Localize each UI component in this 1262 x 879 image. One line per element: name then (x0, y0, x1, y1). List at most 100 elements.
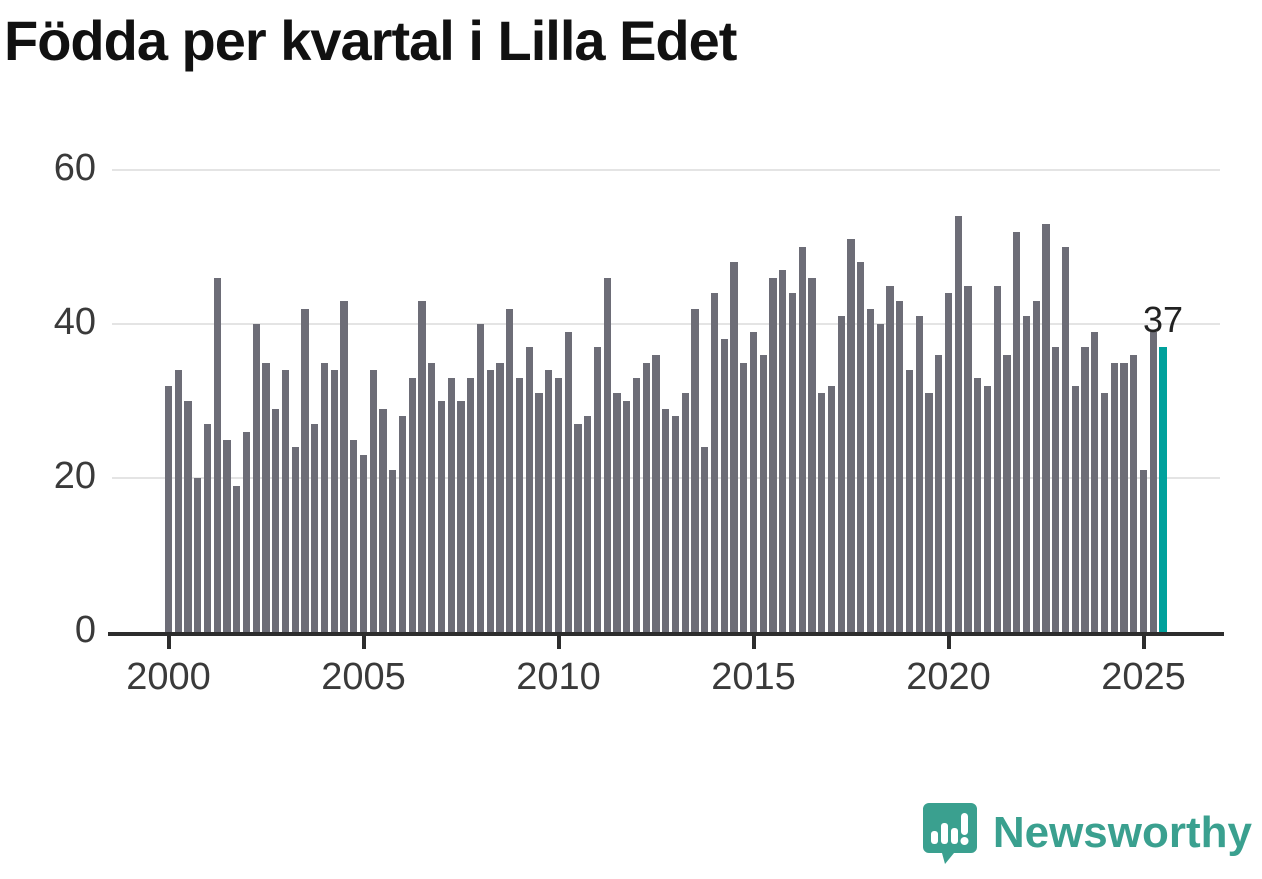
bar-2005Q3 (379, 408, 387, 632)
bar-2002Q4 (272, 408, 280, 632)
bar-2021Q2 (993, 285, 1001, 632)
bar-2019Q1 (905, 370, 914, 632)
bar-2000Q2 (174, 370, 182, 632)
bar-2025Q2 (1149, 331, 1157, 632)
bar-2000Q4 (194, 478, 202, 632)
bar-2006Q2 (408, 377, 416, 632)
bar-2022Q1 (1022, 316, 1031, 632)
bar-2020Q2 (954, 216, 962, 632)
bar-2009Q3 (535, 393, 543, 632)
bar-2015Q3 (769, 277, 777, 632)
bar-2008Q2 (486, 370, 494, 632)
bar-2001Q4 (233, 485, 241, 632)
bar-2013Q1 (671, 416, 680, 632)
bar-2018Q2 (876, 324, 884, 632)
gridline-40 (112, 323, 1220, 325)
bar-2013Q3 (691, 308, 699, 632)
bar-2013Q4 (701, 447, 709, 632)
bar-2023Q2 (1071, 385, 1079, 632)
bar-2019Q3 (925, 393, 933, 632)
bar-2011Q3 (613, 393, 621, 632)
bar-2001Q1 (203, 424, 212, 632)
bar-2016Q3 (808, 277, 816, 632)
bar-2010Q2 (564, 331, 572, 632)
bar-2007Q3 (457, 401, 465, 632)
y-tick-label-40: 40 (53, 301, 96, 343)
bar-2022Q4 (1052, 347, 1060, 632)
bar-2007Q2 (447, 377, 455, 632)
bar-2008Q4 (506, 308, 514, 632)
bar-2010Q3 (574, 424, 582, 632)
bar-2015Q4 (779, 270, 787, 632)
bar-2018Q4 (896, 300, 904, 632)
bar-2015Q2 (759, 354, 767, 632)
newsworthy-logo-text: Newsworthy (992, 808, 1252, 857)
bar-2011Q1 (593, 347, 602, 632)
bar-2019Q4 (935, 354, 943, 632)
bar-2021Q1 (983, 385, 992, 632)
chart-title: Födda per kvartal i Lilla Edet (4, 9, 737, 72)
bar-2006Q3 (418, 300, 426, 632)
bar-2004Q4 (350, 439, 358, 632)
x-tick-2000 (166, 636, 171, 649)
bar-2011Q4 (623, 401, 631, 632)
x-tick-label-2000: 2000 (126, 656, 211, 698)
y-tick-label-20: 20 (53, 455, 96, 497)
bar-2007Q4 (467, 377, 475, 632)
bar-2022Q3 (1042, 223, 1050, 632)
bar-2009Q1 (515, 377, 524, 632)
bar-2006Q4 (428, 362, 436, 632)
bar-2001Q3 (223, 439, 231, 632)
bar-2002Q2 (252, 324, 260, 632)
bar-2012Q4 (662, 408, 670, 632)
bar-2025Q3 (1159, 347, 1167, 632)
bar-2021Q4 (1013, 231, 1021, 632)
bar-2025Q1 (1139, 470, 1148, 632)
bar-2017Q3 (847, 239, 855, 632)
newsworthy-logo: Newsworthy (921, 801, 1252, 865)
bar-2009Q2 (525, 347, 533, 632)
bar-2017Q4 (857, 262, 865, 632)
bar-2024Q4 (1130, 354, 1138, 632)
bar-2008Q3 (496, 362, 504, 632)
gridline-60 (112, 169, 1220, 171)
bar-2018Q3 (886, 285, 894, 632)
x-tick-label-2005: 2005 (321, 656, 406, 698)
bar-2009Q4 (545, 370, 553, 632)
highlight-value-label: 37 (1142, 299, 1184, 341)
bar-2023Q3 (1081, 347, 1089, 632)
y-tick-label-0: 0 (74, 609, 96, 651)
bar-2014Q3 (730, 262, 738, 632)
bar-2019Q2 (915, 316, 923, 632)
x-tick-2020 (946, 636, 951, 649)
bar-2011Q2 (603, 277, 611, 632)
bar-2008Q1 (476, 324, 485, 632)
bar-2003Q2 (291, 447, 299, 632)
bar-2010Q1 (554, 377, 563, 632)
bar-2016Q2 (798, 247, 806, 632)
bar-2022Q2 (1032, 300, 1040, 632)
bar-2001Q2 (213, 277, 221, 632)
bar-2005Q2 (369, 370, 377, 632)
bar-2005Q4 (389, 470, 397, 632)
bar-2024Q3 (1120, 362, 1128, 632)
bar-2007Q1 (437, 401, 446, 632)
bar-2004Q1 (320, 362, 329, 632)
y-tick-label-60: 60 (53, 147, 96, 189)
bar-2024Q1 (1100, 393, 1109, 632)
x-tick-label-2015: 2015 (711, 656, 796, 698)
x-tick-2025 (1141, 636, 1146, 649)
bar-2017Q2 (837, 316, 845, 632)
bar-2000Q1 (164, 385, 173, 632)
bar-2017Q1 (827, 385, 836, 632)
bar-2018Q1 (866, 308, 875, 632)
bar-2003Q4 (311, 424, 319, 632)
bar-2012Q1 (632, 377, 641, 632)
bar-2012Q3 (652, 354, 660, 632)
bar-2014Q2 (720, 339, 728, 632)
bar-2023Q1 (1061, 247, 1070, 632)
x-tick-label-2010: 2010 (516, 656, 601, 698)
bar-2020Q1 (944, 293, 953, 632)
